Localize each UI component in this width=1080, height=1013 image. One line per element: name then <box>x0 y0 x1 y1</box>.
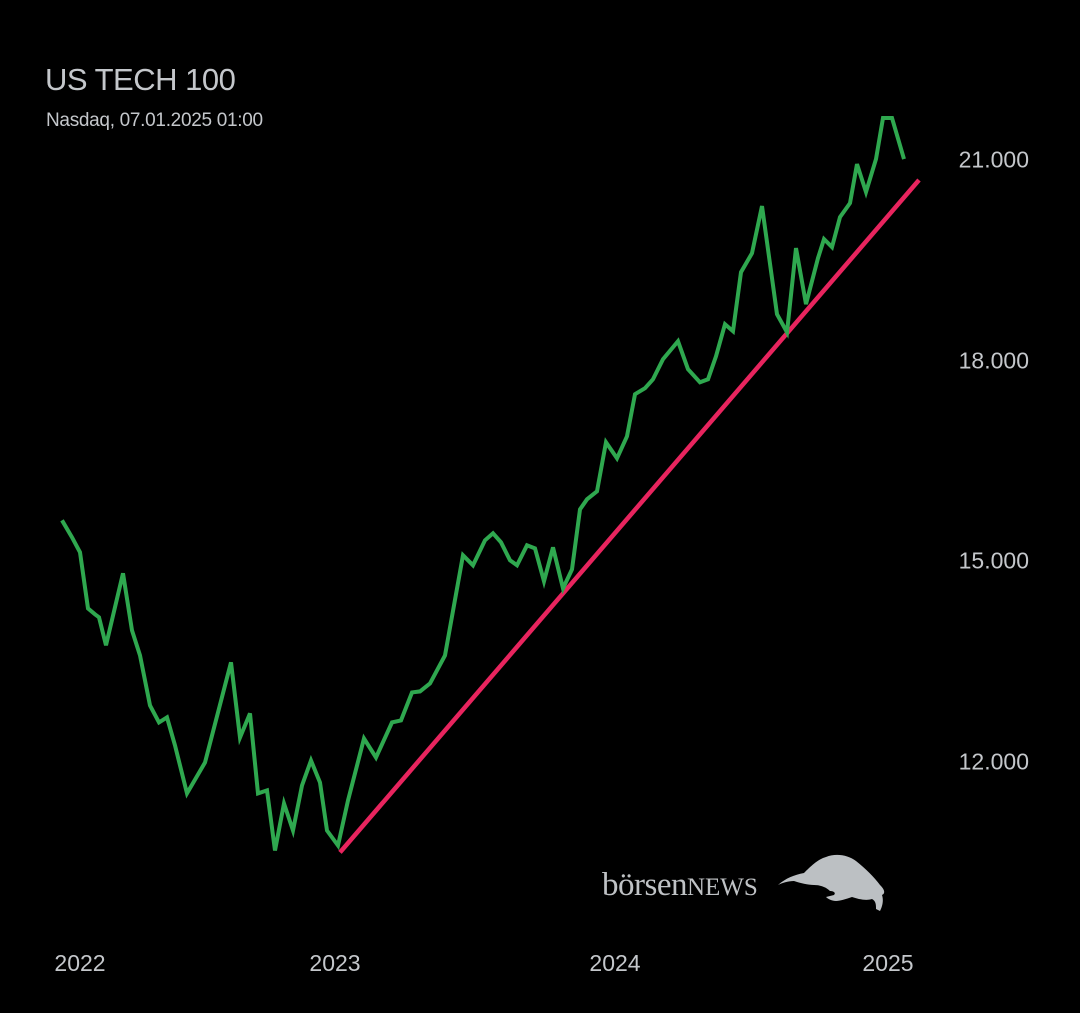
y-tick-label: 21.000 <box>958 146 1029 173</box>
x-tick-label: 2024 <box>589 950 641 976</box>
trend-line <box>338 178 921 854</box>
chart-subtitle: Nasdaq, 07.01.2025 01:00 <box>46 110 263 131</box>
bull-icon <box>778 854 885 911</box>
y-tick-label: 12.000 <box>958 748 1029 775</box>
x-tick-label: 2022 <box>54 950 106 976</box>
logo-wordmark: börsenNEWS <box>602 867 758 904</box>
logo-text-caps: NEWS <box>686 874 758 901</box>
chart-title: US TECH 100 <box>45 62 236 97</box>
x-tick-label: 2023 <box>309 950 361 976</box>
boersennews-logo: börsenNEWS <box>600 845 890 920</box>
logo-text-lower: börsen <box>602 867 687 903</box>
y-tick-label: 18.000 <box>958 347 1029 374</box>
price-line <box>60 116 906 851</box>
y-tick-label: 15.000 <box>958 547 1029 574</box>
x-tick-label: 2025 <box>862 950 914 976</box>
